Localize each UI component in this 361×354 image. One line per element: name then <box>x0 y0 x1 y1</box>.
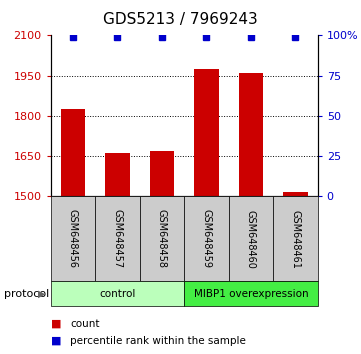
Text: protocol: protocol <box>4 289 49 299</box>
Text: GSM648460: GSM648460 <box>246 210 256 268</box>
Text: GSM648461: GSM648461 <box>290 210 300 268</box>
Text: ▶: ▶ <box>38 289 45 299</box>
Text: GDS5213 / 7969243: GDS5213 / 7969243 <box>103 12 258 27</box>
Bar <box>283 193 308 196</box>
Text: MIBP1 overexpression: MIBP1 overexpression <box>193 289 308 299</box>
Text: control: control <box>99 289 135 299</box>
Text: GSM648459: GSM648459 <box>201 210 212 268</box>
Text: GSM648457: GSM648457 <box>112 209 122 269</box>
Text: GSM648458: GSM648458 <box>157 210 167 268</box>
Text: count: count <box>70 319 100 329</box>
Text: ■: ■ <box>51 336 61 346</box>
Bar <box>149 151 174 196</box>
Bar <box>194 69 219 196</box>
Text: GSM648456: GSM648456 <box>68 210 78 268</box>
Bar <box>61 109 85 196</box>
Text: ■: ■ <box>51 319 61 329</box>
Bar <box>105 153 130 196</box>
Text: percentile rank within the sample: percentile rank within the sample <box>70 336 246 346</box>
Bar <box>239 73 263 196</box>
